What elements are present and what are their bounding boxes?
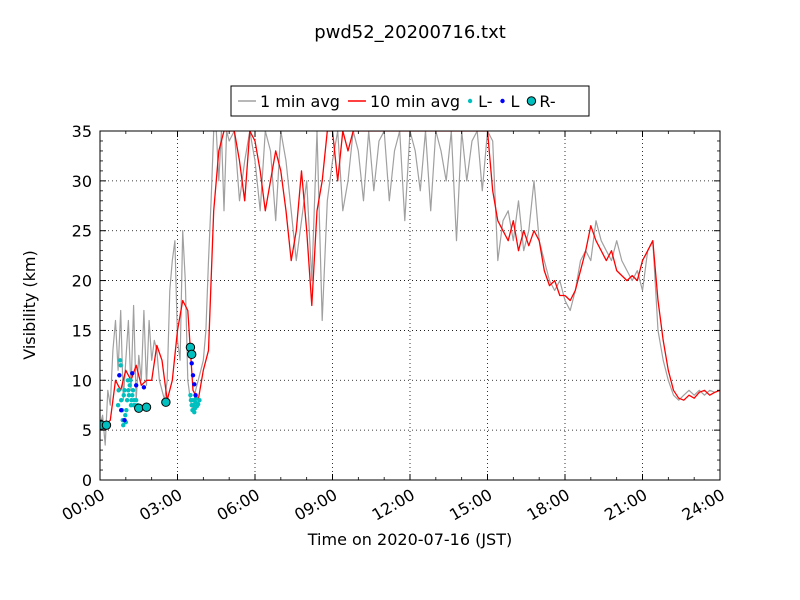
data-point-l	[193, 393, 198, 398]
marker-point-r	[187, 349, 197, 360]
x-tick-label: 00:00	[59, 485, 108, 525]
y-tick-label: 15	[72, 321, 92, 340]
data-point-l	[126, 393, 132, 398]
y-tick-label: 10	[72, 371, 92, 390]
data-point-l	[123, 412, 128, 418]
data-point-l	[127, 383, 132, 388]
data-point-l	[197, 398, 202, 403]
y-tick-label: 5	[82, 421, 92, 440]
data-point-l	[115, 403, 121, 408]
x-tick-label: 09:00	[291, 485, 340, 525]
data-point-l	[124, 408, 129, 413]
x-tick-label: 21:00	[601, 485, 650, 525]
data-point-l	[188, 393, 193, 398]
series-line-10-min-avg	[100, 131, 720, 426]
y-tick-label: 35	[72, 122, 92, 141]
legend-items: 1 min avg 10 min avg L- L R-	[238, 92, 556, 111]
data-point-l	[192, 382, 197, 387]
legend-swatch-r	[526, 96, 537, 106]
data-point-l	[118, 363, 123, 368]
data-point-l	[195, 402, 201, 407]
data-point-l	[192, 409, 197, 415]
data-point-l	[121, 393, 126, 398]
x-tick-label: 03:00	[136, 485, 185, 525]
data-point-l	[118, 408, 124, 413]
y-axis-label: Visibility (km)	[20, 250, 39, 359]
data-point-l	[122, 388, 127, 393]
data-point-l	[126, 388, 131, 393]
data-point-l	[121, 422, 126, 428]
data-point-l	[141, 385, 147, 390]
data-point-l	[133, 383, 139, 388]
legend-swatch-l	[467, 98, 473, 104]
legend-swatch-l	[500, 98, 505, 104]
x-tick-label: 24:00	[679, 485, 728, 525]
marker-point-r	[161, 397, 171, 407]
data-point-l	[122, 417, 127, 423]
data-point-l	[130, 388, 136, 393]
plot-frame	[100, 131, 720, 480]
x-tick-label: 12:00	[369, 485, 418, 525]
grid-lines	[100, 131, 720, 480]
y-tick-label: 0	[82, 471, 92, 490]
data-point-l	[130, 371, 135, 376]
x-tick-label: 06:00	[214, 485, 263, 525]
legend-label-10-min-avg: 10 min avg	[370, 92, 460, 111]
data-point-l	[117, 373, 122, 378]
data-point-l	[117, 358, 123, 363]
legend-label-l: L	[511, 92, 520, 111]
plot-area: 0 5 10 15 20 25 30 35 00:00 03:00 06:00 09:00 12:00…	[59, 122, 728, 525]
legend-label-l: L-	[478, 92, 492, 111]
y-axis: 0 5 10 15 20 25 30 35	[72, 122, 720, 490]
data-point-l	[124, 398, 130, 403]
legend-label-1-min-avg: 1 min avg	[260, 92, 340, 111]
chart-title: pwd52_20200716.txt	[314, 22, 506, 43]
series-line-1-min-avg	[100, 131, 720, 446]
data-point-l	[189, 361, 194, 366]
x-tick-label: 18:00	[524, 485, 573, 525]
legend-label-r: R-	[539, 92, 555, 111]
legend: 1 min avg 10 min avg L- L R-	[230, 85, 590, 117]
marker-point-r	[134, 403, 144, 413]
y-tick-label: 20	[72, 272, 92, 291]
data-point-l	[133, 398, 139, 403]
data-point-l	[116, 388, 121, 393]
marker-point-r	[101, 420, 112, 430]
x-tick-label: 15:00	[446, 485, 495, 525]
data-point-l	[118, 398, 124, 403]
data-point-l	[128, 378, 133, 383]
y-tick-label: 30	[72, 172, 92, 191]
y-tick-label: 25	[72, 222, 92, 241]
data-point-l	[130, 393, 135, 398]
series-layer	[100, 131, 720, 446]
data-point-l	[190, 373, 196, 378]
x-axis-label: Time on 2020-07-16 (JST)	[307, 530, 512, 549]
marker-point-r	[141, 402, 152, 412]
